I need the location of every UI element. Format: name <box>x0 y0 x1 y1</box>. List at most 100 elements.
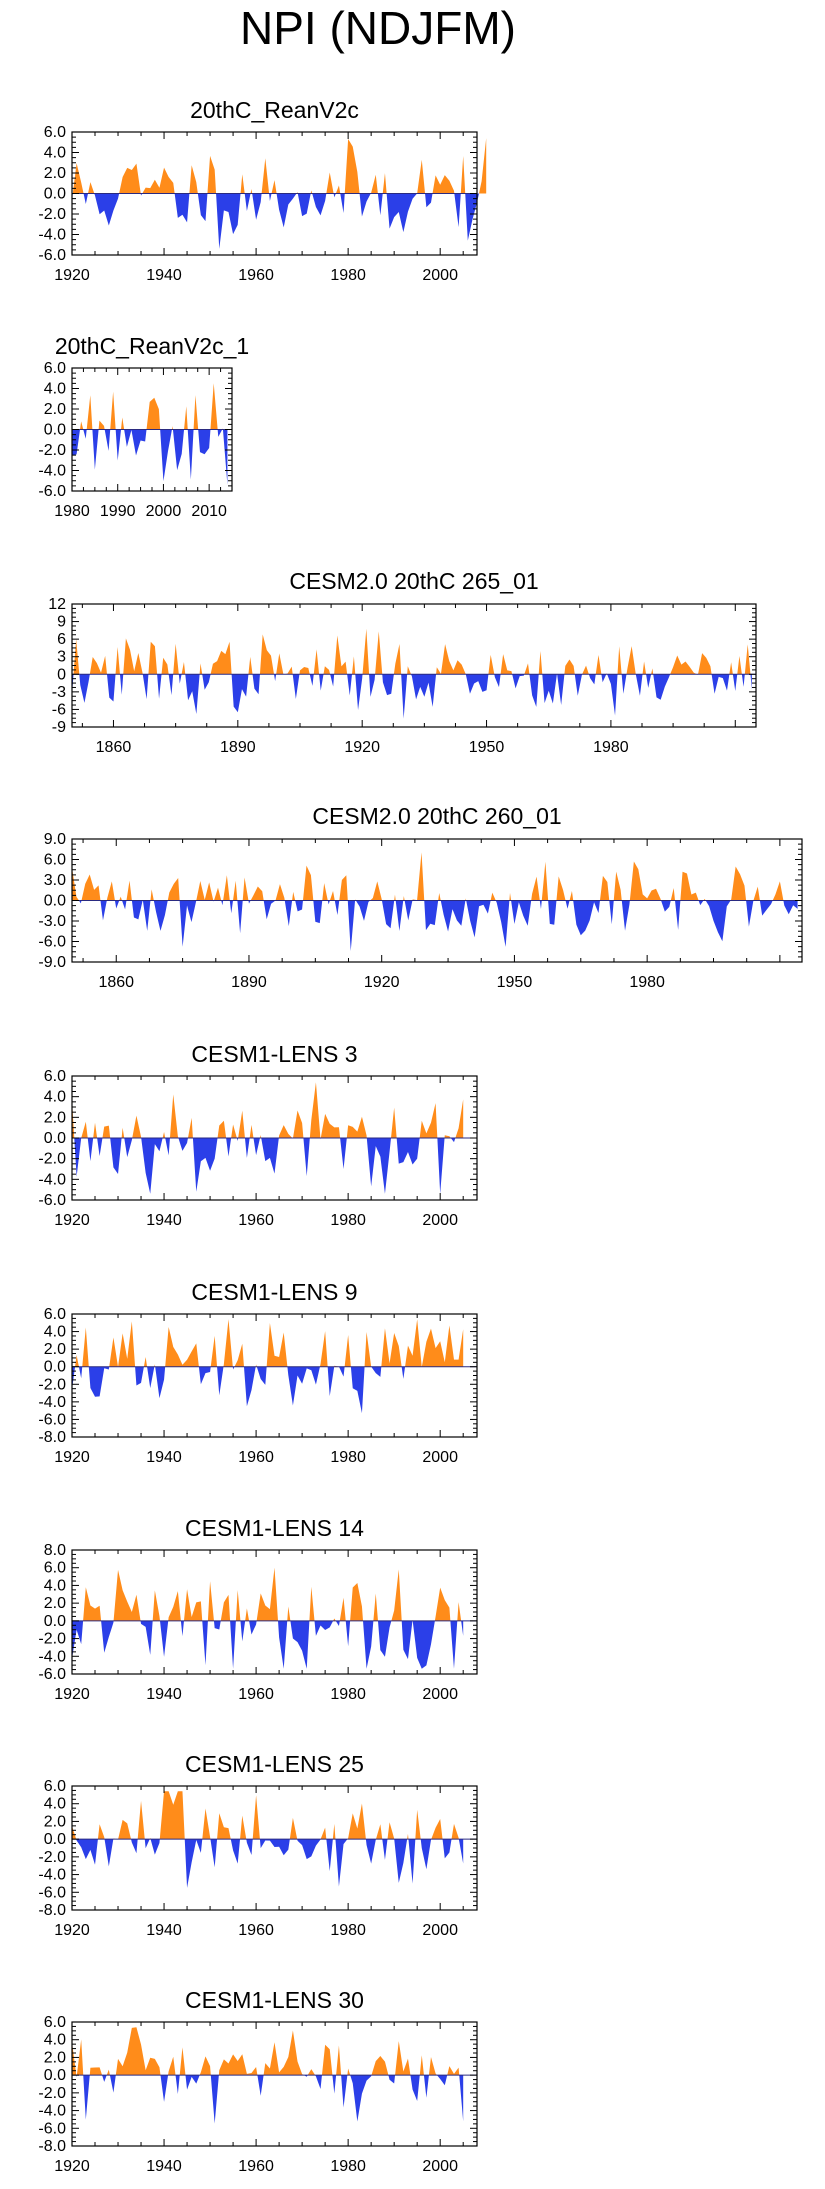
y-tick-label: 0.0 <box>44 1613 66 1630</box>
y-tick-label: 6.0 <box>44 1778 66 1795</box>
x-tick-label: 1860 <box>98 974 134 991</box>
x-tick-label: 2000 <box>422 267 458 284</box>
y-tick-label: -6.0 <box>38 1884 66 1901</box>
x-tick-label: 1980 <box>330 1449 366 1466</box>
y-tick-label: 0.0 <box>44 1831 66 1848</box>
x-tick-label: 1860 <box>96 739 132 756</box>
x-tick-label: 1920 <box>54 1686 90 1703</box>
y-tick-label: 8.0 <box>44 1542 66 1559</box>
positive-area <box>80 383 223 430</box>
x-tick-label: 2000 <box>422 2158 458 2175</box>
chart-panel-5: 6.0 4.0 2.0 0.0 -2.0 -4.0 -6.0 1920 1940 1960 1980… <box>38 1041 478 1229</box>
chart-title: CESM1-LENS 9 <box>191 1279 357 1305</box>
y-tick-label: 2.0 <box>44 1595 66 1612</box>
y-tick-label: 2.0 <box>44 165 66 182</box>
x-tick-label: 1940 <box>146 1922 182 1939</box>
negative-area <box>76 2075 464 2124</box>
positive-area <box>72 1082 464 1138</box>
x-tick-label: 1950 <box>497 974 533 991</box>
y-tick-label: -8.0 <box>38 1902 66 1919</box>
chart-panel-6: 6.04.02.00.0-2.0-4.0-6.0-8.0 1920 1940 1960… <box>38 1279 478 1466</box>
y-tick-label: -6.0 <box>38 1666 66 1683</box>
chart-title: CESM1-LENS 14 <box>185 1515 364 1541</box>
chart-panel-4: 9.0 6.0 3.0 0.0 -3.0 -6.0 -9.0 1860 1890 1920 1950… <box>38 803 803 991</box>
x-tick-label: 1890 <box>231 974 267 991</box>
y-tick-label: -8.0 <box>38 1429 66 1446</box>
y-tick-label: -2.0 <box>38 1631 66 1648</box>
y-tick-label: 2.0 <box>44 401 66 418</box>
positive-area <box>72 852 784 901</box>
y-tick-label: 9 <box>57 614 66 631</box>
chart-panel-9: 6.04.02.00.0-2.0-4.0-6.0-8.0 1920 1940 1960… <box>38 1987 478 2175</box>
x-tick-label: 1990 <box>100 503 136 520</box>
y-tick-label: 6.0 <box>44 1560 66 1577</box>
negative-area <box>72 429 228 485</box>
y-tick-label: -2.0 <box>38 2085 66 2102</box>
negative-area <box>72 674 752 719</box>
y-tick-label: -6.0 <box>38 1411 66 1428</box>
y-tick-label: 12 <box>48 596 66 613</box>
y-tick-label: 6.0 <box>44 852 66 869</box>
y-tick-label: 0.0 <box>44 893 66 910</box>
y-tick-label: -6.0 <box>38 247 66 264</box>
x-tick-label: 1960 <box>238 2158 274 2175</box>
y-tick-label: -4.0 <box>38 2103 66 2120</box>
y-tick-label: 2.0 <box>44 1341 66 1358</box>
y-tick-label: 0.0 <box>44 1359 66 1376</box>
x-tick-label: 1960 <box>238 1686 274 1703</box>
x-tick-label: 2000 <box>422 1449 458 1466</box>
positive-area <box>72 2027 460 2076</box>
y-tick-label: 2.0 <box>44 2049 66 2066</box>
x-tick-label: 2000 <box>146 503 182 520</box>
x-tick-label: 1950 <box>469 739 505 756</box>
y-tick-label: 0.0 <box>44 2067 66 2084</box>
y-tick-label: -4.0 <box>38 1648 66 1665</box>
y-tick-label: 2.0 <box>44 1109 66 1126</box>
x-tick-label: 2000 <box>422 1686 458 1703</box>
y-tick-label: -3 <box>52 684 66 701</box>
x-tick-label: 1940 <box>146 2158 182 2175</box>
x-tick-label: 1920 <box>344 739 380 756</box>
x-tick-label: 1940 <box>146 1686 182 1703</box>
positive-area <box>72 1791 459 1840</box>
chart-title: CESM1-LENS 30 <box>185 1987 364 2013</box>
y-tick-label: 0.0 <box>44 422 66 439</box>
x-tick-label: 1980 <box>330 1922 366 1939</box>
y-tick-label: 6.0 <box>44 360 66 377</box>
y-tick-label: 4.0 <box>44 1324 66 1341</box>
negative-area <box>74 1138 456 1194</box>
x-tick-label: 1960 <box>238 267 274 284</box>
y-tick-label: -9.0 <box>38 954 66 971</box>
negative-area <box>72 1620 464 1669</box>
y-tick-label: 4.0 <box>44 145 66 162</box>
negative-area <box>72 193 479 249</box>
y-tick-label: -4.0 <box>38 1394 66 1411</box>
y-tick-label: -6 <box>52 701 66 718</box>
x-tick-label: 1920 <box>54 267 90 284</box>
chart-title: CESM1-LENS 3 <box>191 1041 357 1067</box>
x-tick-label: 1980 <box>330 1212 366 1229</box>
y-tick-label: -4.0 <box>38 1171 66 1188</box>
x-tick-label: 1980 <box>629 974 665 991</box>
y-tick-label: -6.0 <box>38 483 66 500</box>
y-tick-label: -4.0 <box>38 1867 66 1884</box>
x-tick-label: 1980 <box>330 267 366 284</box>
chart-title: CESM2.0 20thC 265_01 <box>289 568 538 594</box>
x-tick-label: 1940 <box>146 1449 182 1466</box>
chart-title: CESM1-LENS 25 <box>185 1751 364 1777</box>
x-tick-label: 1980 <box>330 1686 366 1703</box>
y-tick-label: 4.0 <box>44 2032 66 2049</box>
x-tick-label: 1920 <box>54 1449 90 1466</box>
y-tick-label: 6.0 <box>44 124 66 141</box>
y-tick-label: 2.0 <box>44 1813 66 1830</box>
x-tick-label: 1940 <box>146 1212 182 1229</box>
y-tick-label: 4.0 <box>44 1089 66 1106</box>
y-tick-label: -8.0 <box>38 2138 66 2155</box>
x-tick-label: 1890 <box>220 739 256 756</box>
x-tick-label: 1980 <box>54 503 90 520</box>
y-tick-label: 6 <box>57 631 66 648</box>
chart-panel-7: 8.06.04.02.00.0-2.0-4.0-6.0 1920 1940 1960 1… <box>38 1515 478 1703</box>
